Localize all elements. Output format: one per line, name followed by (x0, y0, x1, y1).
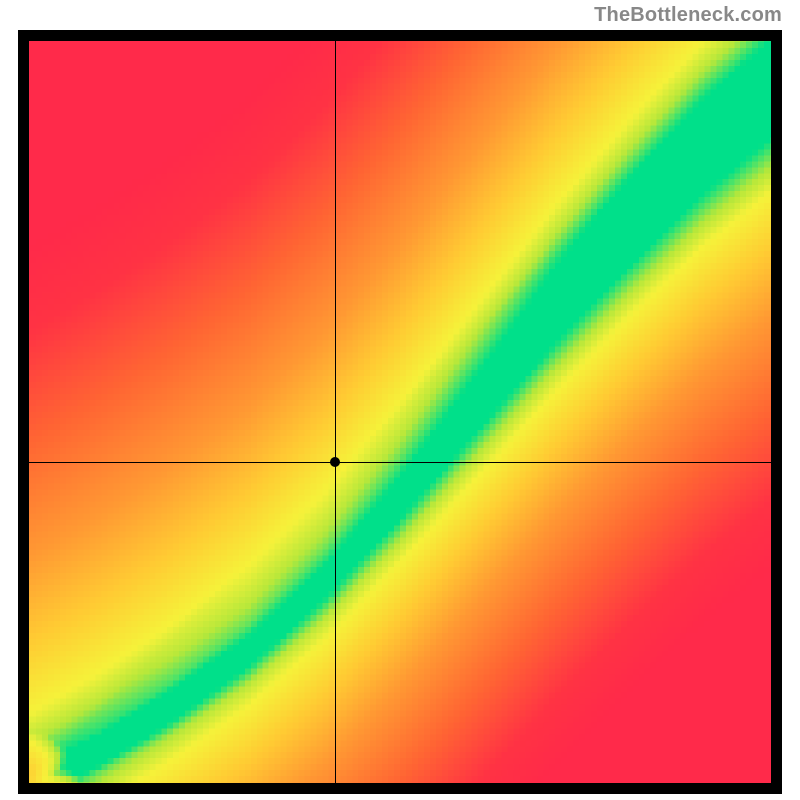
crosshair-horizontal (18, 462, 782, 463)
heatmap-canvas (18, 30, 782, 794)
heatmap-container (18, 30, 782, 794)
crosshair-dot (330, 457, 340, 467)
crosshair-vertical (335, 30, 336, 794)
watermark-text: TheBottleneck.com (594, 4, 782, 27)
